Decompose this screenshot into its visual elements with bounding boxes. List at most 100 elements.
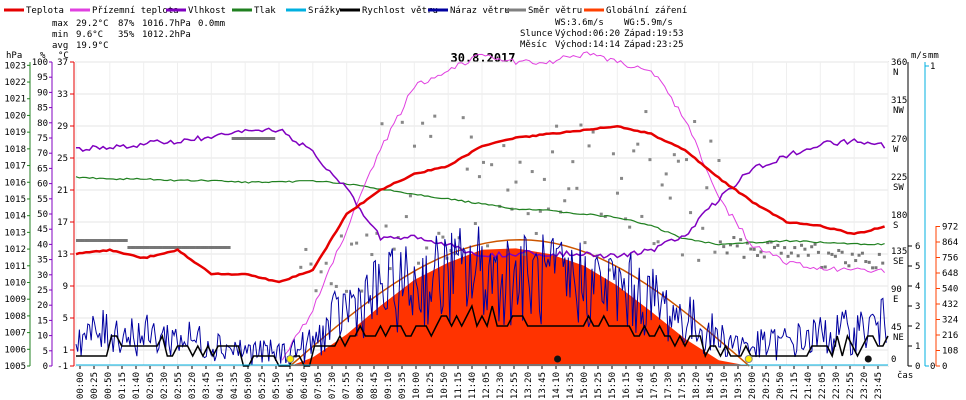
wind-dir-point [149, 246, 153, 249]
series-teplota [75, 125, 886, 284]
wind-dir-point [806, 253, 810, 257]
info-sun-set: Západ:19:53 [624, 29, 684, 39]
x-tick-label: 11:40 [468, 372, 478, 399]
wind-dir-point [827, 251, 831, 255]
wind-dir-point [219, 246, 223, 249]
wind-dir-point [877, 252, 881, 256]
wind-dir-point [857, 253, 861, 257]
wind-dir-point [251, 137, 255, 140]
stats-max-hum: 87% [118, 19, 135, 29]
tick-label-temp: 5 [63, 314, 68, 324]
wind-dir-point [197, 246, 201, 249]
wind-dir-point [146, 246, 150, 249]
wind-dir-point [162, 246, 166, 249]
x-tick-label: 05:25 [258, 372, 268, 399]
wind-dir-point [546, 207, 550, 211]
wind-dir-point [745, 241, 749, 245]
tick-label-temp: 1 [63, 346, 68, 356]
wind-dir-point [640, 214, 644, 218]
x-tick-label: 19:35 [734, 372, 744, 399]
legend: Teplota Přízemní teplota Vlhkost Tlak Sr… [4, 6, 687, 16]
x-tick-label: 02:05 [146, 372, 156, 399]
tick-label-wind-dir: 0 [891, 355, 896, 365]
wind-dir-point [334, 284, 338, 288]
wind-dir-point [309, 262, 313, 266]
wind-dir-point [783, 246, 787, 250]
wind-dir-point [408, 194, 412, 198]
tick-label-temp: 13 [57, 250, 68, 260]
wind-dir-point [412, 144, 416, 148]
legend-label-smer-vetru: Směr větru [528, 6, 582, 16]
tick-label-wind-speed: 0 [915, 362, 920, 372]
wind-dir-point [380, 122, 384, 126]
wind-dir-point [656, 240, 660, 244]
series-prizemni-teplota [281, 51, 885, 361]
wind-dir-point [400, 120, 404, 124]
wind-dir-point [725, 251, 729, 255]
tick-label-hpa: 1022 [4, 78, 26, 88]
legend-label-teplota: Teplota [26, 6, 64, 16]
wind-dir-point [871, 266, 875, 270]
wind-dir-point [854, 259, 858, 263]
wind-dir-point [105, 239, 109, 242]
tick-label-hum: 15 [37, 316, 48, 326]
wind-dir-point [502, 144, 506, 148]
tick-label-hpa: 1018 [4, 145, 26, 155]
tick-label-hum: 0 [43, 362, 48, 372]
tick-label-hum: 90 [37, 88, 48, 98]
wind-dir-point [709, 139, 713, 143]
tick-label-hpa: 1008 [4, 312, 26, 322]
x-tick-label: 05:50 [272, 372, 282, 399]
wind-dir-point [632, 149, 636, 153]
wind-dir-point [170, 246, 174, 249]
x-tick-label: 20:50 [776, 372, 786, 399]
x-tick-label: 21:15 [790, 372, 800, 399]
wind-dir-point [542, 177, 546, 181]
tick-label-hum: 35 [37, 256, 48, 266]
tick-label-hum: 60 [37, 180, 48, 190]
wind-dir-point [786, 254, 790, 258]
wind-dir-point [100, 239, 104, 242]
wind-dir-point [749, 247, 753, 251]
wind-dir-point [154, 246, 158, 249]
wind-dir-point [84, 239, 88, 242]
wind-dir-point [461, 116, 465, 120]
tick-label-hpa: 1005 [4, 362, 26, 372]
tick-label-hpa: 1012 [4, 245, 26, 255]
x-tick-label: 20:00 [748, 372, 758, 399]
series-tlak [75, 176, 885, 246]
x-tick-label: 10:50 [440, 372, 450, 399]
tick-label-temp: 33 [57, 90, 68, 100]
tick-label-hpa: 1015 [4, 195, 26, 205]
tick-label-hum: 5 [43, 347, 48, 357]
x-tick-label: 19:10 [720, 372, 730, 399]
wind-dir-point [224, 246, 228, 249]
wind-dir-point [113, 239, 117, 242]
wind-dir-point [800, 243, 804, 247]
x-tick-label: 21:40 [804, 372, 814, 399]
tick-label-wind-dir-name: SW [893, 183, 904, 193]
x-tick-label: 12:55 [510, 372, 520, 399]
wind-dir-point [668, 196, 672, 200]
wind-dir-point [165, 246, 169, 249]
wind-dir-point [803, 247, 807, 251]
tick-label-temp: -1 [57, 362, 68, 372]
wind-dir-point [473, 222, 477, 226]
wind-dir-point [689, 211, 693, 215]
x-tick-label: 08:45 [370, 372, 380, 399]
x-tick-label: 10:00 [412, 372, 422, 399]
tick-label-wind-dir-name: N [893, 68, 898, 78]
wind-dir-point [477, 175, 481, 179]
wind-dir-point [92, 239, 96, 242]
wind-dir-point [607, 268, 611, 272]
wind-dir-point [239, 137, 243, 140]
tick-label-hpa: 1006 [4, 345, 26, 355]
wind-dir-point [132, 246, 136, 249]
tick-label-hum: 65 [37, 164, 48, 174]
wind-dir-point [793, 246, 797, 250]
tick-label-temp: 29 [57, 122, 68, 132]
moon-event-marker [554, 355, 562, 363]
wind-dir-point [534, 231, 538, 235]
wind-dir-point [231, 137, 235, 140]
tick-label-wind-dir-name: SE [893, 257, 904, 267]
